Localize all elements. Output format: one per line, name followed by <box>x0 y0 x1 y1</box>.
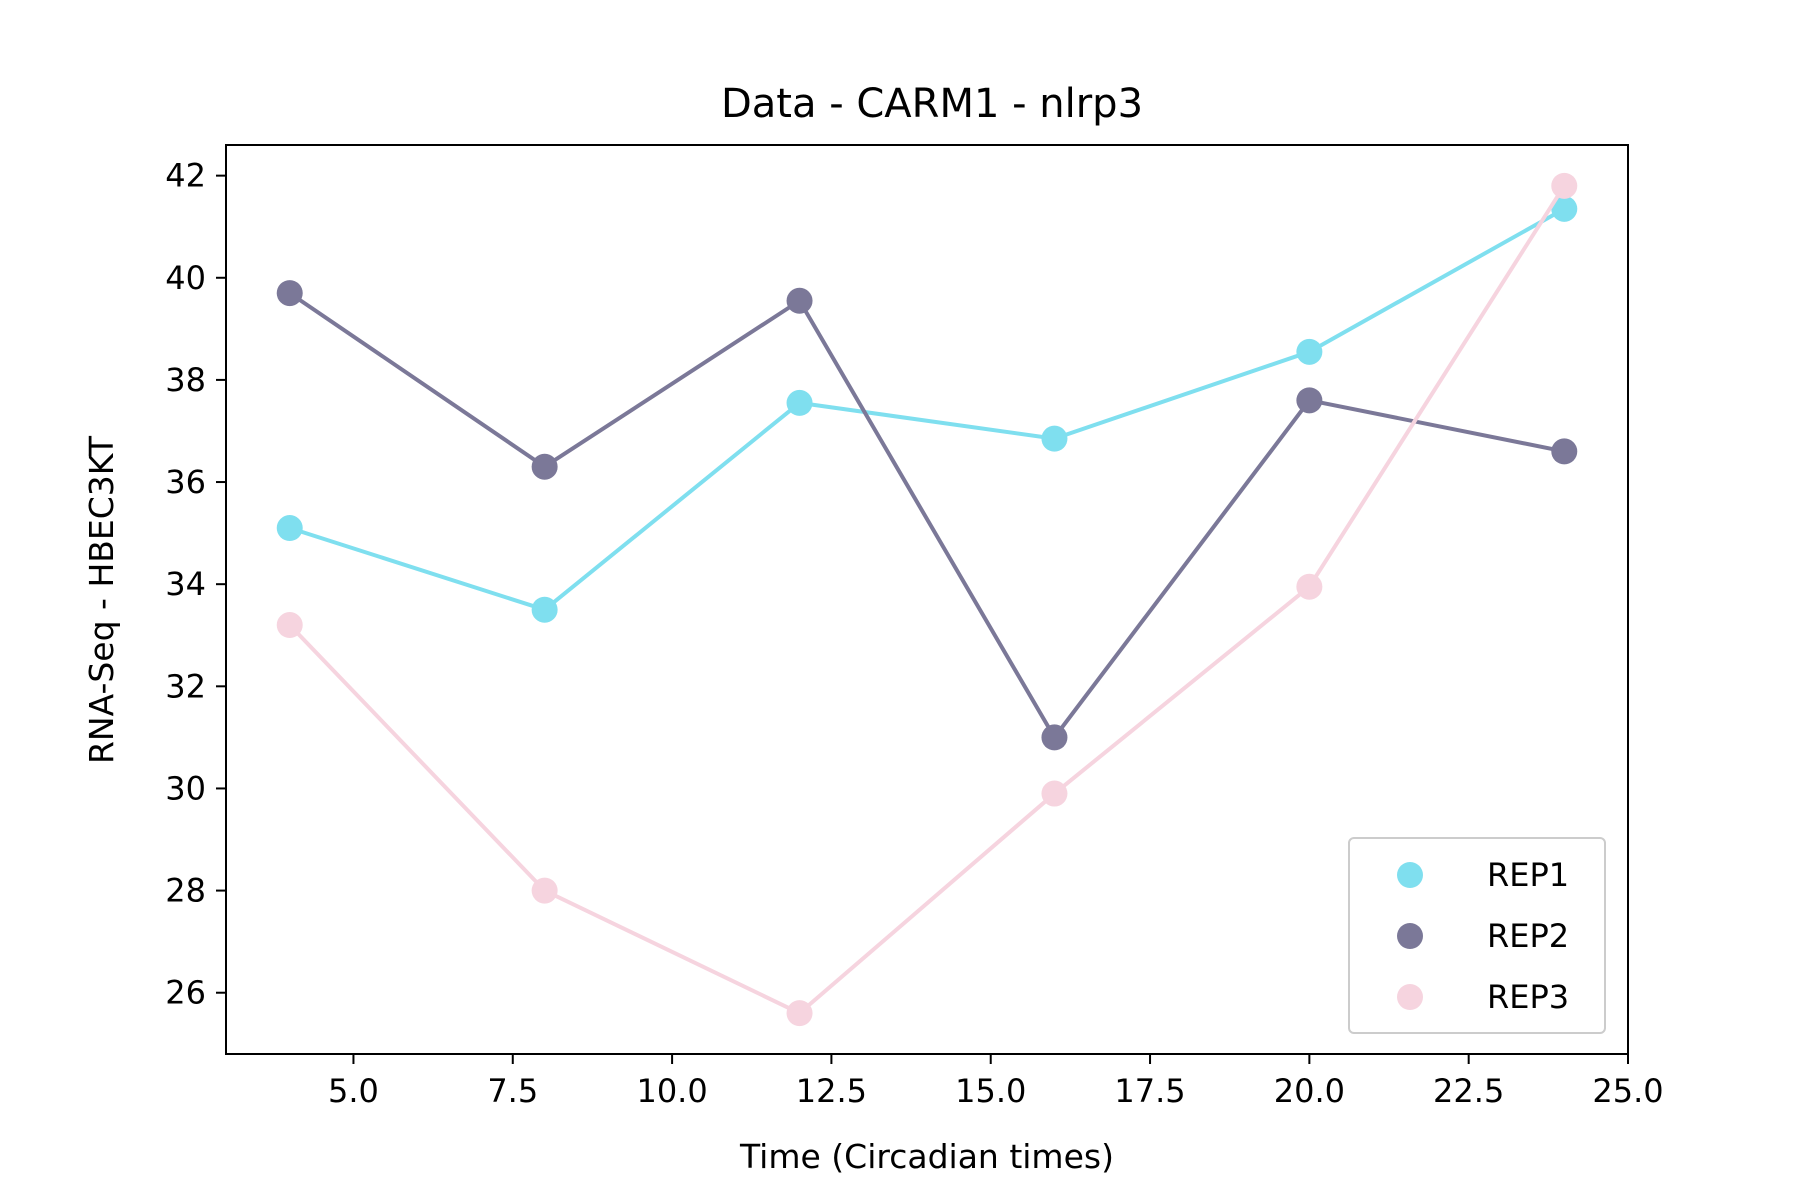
x-axis-title: Time (Circadian times) <box>739 1137 1114 1176</box>
legend-label-rep2: REP2 <box>1487 917 1569 955</box>
legend-marker-rep2 <box>1397 923 1423 949</box>
x-tick-label: 5.0 <box>328 1072 379 1110</box>
data-point <box>531 877 558 904</box>
y-axis-title: RNA-Seq - HBEC3KT <box>82 435 121 764</box>
x-tick-label: 20.0 <box>1274 1072 1345 1110</box>
data-point <box>276 612 303 639</box>
x-tick-label: 12.5 <box>796 1072 867 1110</box>
y-tick-label: 36 <box>165 463 206 501</box>
x-tick-label: 22.5 <box>1433 1072 1504 1110</box>
data-point <box>1041 724 1068 751</box>
y-tick-label: 32 <box>165 667 206 705</box>
series-rep2 <box>276 280 1578 751</box>
data-point <box>531 596 558 623</box>
y-tick-label: 38 <box>165 361 206 399</box>
data-point <box>786 287 813 314</box>
data-point <box>786 1000 813 1027</box>
data-point <box>1296 387 1323 414</box>
y-tick-label: 40 <box>165 259 206 297</box>
series-line-rep2 <box>288 291 1565 740</box>
data-point <box>786 389 813 416</box>
data-point <box>1041 425 1068 452</box>
y-tick-label: 34 <box>165 565 206 603</box>
data-point <box>531 453 558 480</box>
legend-label-rep3: REP3 <box>1487 978 1569 1016</box>
x-tick-label: 10.0 <box>636 1072 707 1110</box>
x-tick-label: 15.0 <box>955 1072 1026 1110</box>
series-line-rep1 <box>289 207 1566 612</box>
y-axis: 26 28 30 32 34 36 38 40 42 <box>165 157 226 1012</box>
y-tick-label: 42 <box>165 157 206 195</box>
data-point <box>1296 338 1323 365</box>
legend-marker-rep1 <box>1397 862 1423 888</box>
chart-title: Data - CARM1 - nlrp3 <box>721 81 1143 127</box>
x-tick-label: 7.5 <box>487 1072 538 1110</box>
legend-marker-rep3 <box>1397 984 1423 1010</box>
data-point <box>1041 780 1068 807</box>
x-axis: 5.0 7.5 10.0 12.5 15.0 17.5 20.0 22.5 25.0 <box>328 1054 1664 1110</box>
x-tick-label: 17.5 <box>1114 1072 1185 1110</box>
plot-area <box>276 172 1578 1027</box>
axes-frame <box>225 144 1629 1055</box>
legend: REP1 REP2 REP3 <box>1348 837 1606 1034</box>
y-tick-label: 30 <box>165 769 206 807</box>
data-point <box>1551 195 1578 222</box>
data-point <box>1296 573 1323 600</box>
series-rep3 <box>276 172 1578 1027</box>
y-tick-label: 28 <box>165 872 206 910</box>
series-rep1 <box>276 195 1578 623</box>
y-tick-label: 26 <box>165 974 206 1012</box>
data-point <box>276 280 303 307</box>
legend-label-rep1: REP1 <box>1487 856 1569 894</box>
data-point <box>1551 172 1578 199</box>
x-tick-label: 25.0 <box>1592 1072 1663 1110</box>
data-point <box>1551 438 1578 465</box>
series-line-rep3 <box>288 184 1566 1016</box>
data-point <box>276 515 303 542</box>
